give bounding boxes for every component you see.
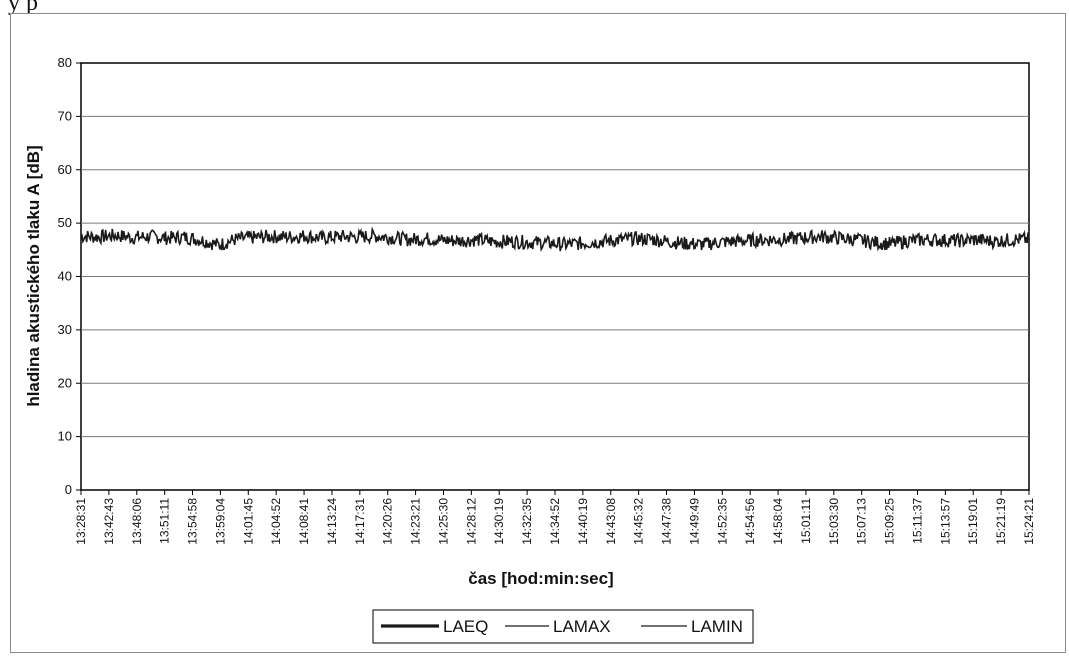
x-tick-label: 13:59:04 (213, 498, 227, 545)
x-tick-label: 14:54:56 (743, 498, 757, 545)
x-tick-label: 14:23:21 (409, 498, 423, 545)
x-tick-label: 15:07:13 (855, 498, 869, 545)
x-tick-label: 14:28:12 (464, 498, 478, 545)
x-tick-label: 14:08:41 (297, 498, 311, 545)
grid-lines (81, 115, 1029, 438)
y-tick-label: 80 (58, 55, 72, 70)
x-tick-label: 14:40:19 (576, 498, 590, 545)
y-tick-label: 30 (58, 322, 72, 337)
top-text-fragment: y p (8, 0, 38, 16)
legend-label-laeq: LAEQ (443, 617, 488, 636)
y-tick-label: 70 (58, 108, 72, 123)
x-tick-label: 15:09:25 (883, 498, 897, 545)
y-tick-label: 0 (65, 482, 72, 497)
legend: LAEQ LAMAX LAMIN (372, 609, 754, 644)
x-tick-label: 14:32:35 (520, 498, 534, 545)
y-tick-label: 20 (58, 375, 72, 390)
series-line-laeq (80, 226, 1030, 252)
y-tick-label: 60 (58, 162, 72, 177)
x-tick-label: 14:25:30 (436, 498, 450, 545)
x-tick-label: 13:51:11 (158, 498, 172, 544)
x-tick-label: 15:21:19 (994, 498, 1008, 545)
y-tick-labels: 0 10 20 30 40 50 60 70 80 (58, 55, 81, 497)
x-tick-label: 13:48:06 (130, 498, 144, 545)
y-tick-label: 10 (58, 429, 72, 444)
x-tick-label: 14:17:31 (353, 498, 367, 545)
x-tick-label: 14:01:45 (241, 498, 255, 545)
x-tick-label: 14:49:49 (687, 498, 701, 545)
x-tick-label: 14:45:32 (632, 498, 646, 545)
x-tick-label: 15:01:11 (799, 498, 813, 544)
x-tick-label: 14:30:19 (492, 498, 506, 545)
x-tick-label: 14:47:38 (660, 498, 674, 545)
x-tick-label: 14:13:24 (325, 498, 339, 545)
x-tick-label: 14:04:52 (269, 498, 283, 545)
chart-frame: 0 10 20 30 40 50 60 70 80 13:28:31 13:42:43 13:48:… (10, 13, 1066, 653)
x-tick-label: 15:03:30 (827, 498, 841, 545)
x-axis-title: čas [hod:min:sec] (468, 569, 613, 588)
x-tick-labels: 13:28:31 13:42:43 13:48:06 13:51:11 13:54:58… (74, 490, 1036, 545)
series-group (80, 226, 1030, 252)
x-tick-label: 14:52:35 (715, 498, 729, 545)
x-tick-label: 15:19:01 (966, 498, 980, 545)
x-tick-label: 15:13:57 (938, 498, 952, 545)
x-tick-label: 15:11:37 (910, 498, 924, 544)
x-tick-label: 15:24:21 (1022, 498, 1036, 545)
x-tick-label: 14:34:52 (548, 498, 562, 545)
x-tick-label: 13:42:43 (102, 498, 116, 545)
y-tick-label: 40 (58, 269, 72, 284)
y-axis-title: hladina akustického tlaku A [dB] (24, 145, 43, 406)
chart-svg: 0 10 20 30 40 50 60 70 80 13:28:31 13:42:43 13:48:… (24, 55, 1036, 644)
x-tick-label: 14:20:26 (381, 498, 395, 545)
x-tick-label: 14:58:04 (771, 498, 785, 545)
x-tick-label: 13:28:31 (74, 498, 88, 545)
x-tick-label: 14:43:08 (604, 498, 618, 545)
legend-label-lamax: LAMAX (553, 617, 611, 636)
y-tick-label: 50 (58, 215, 72, 230)
x-tick-label: 13:54:58 (186, 498, 200, 545)
legend-label-lamin: LAMIN (691, 617, 743, 636)
